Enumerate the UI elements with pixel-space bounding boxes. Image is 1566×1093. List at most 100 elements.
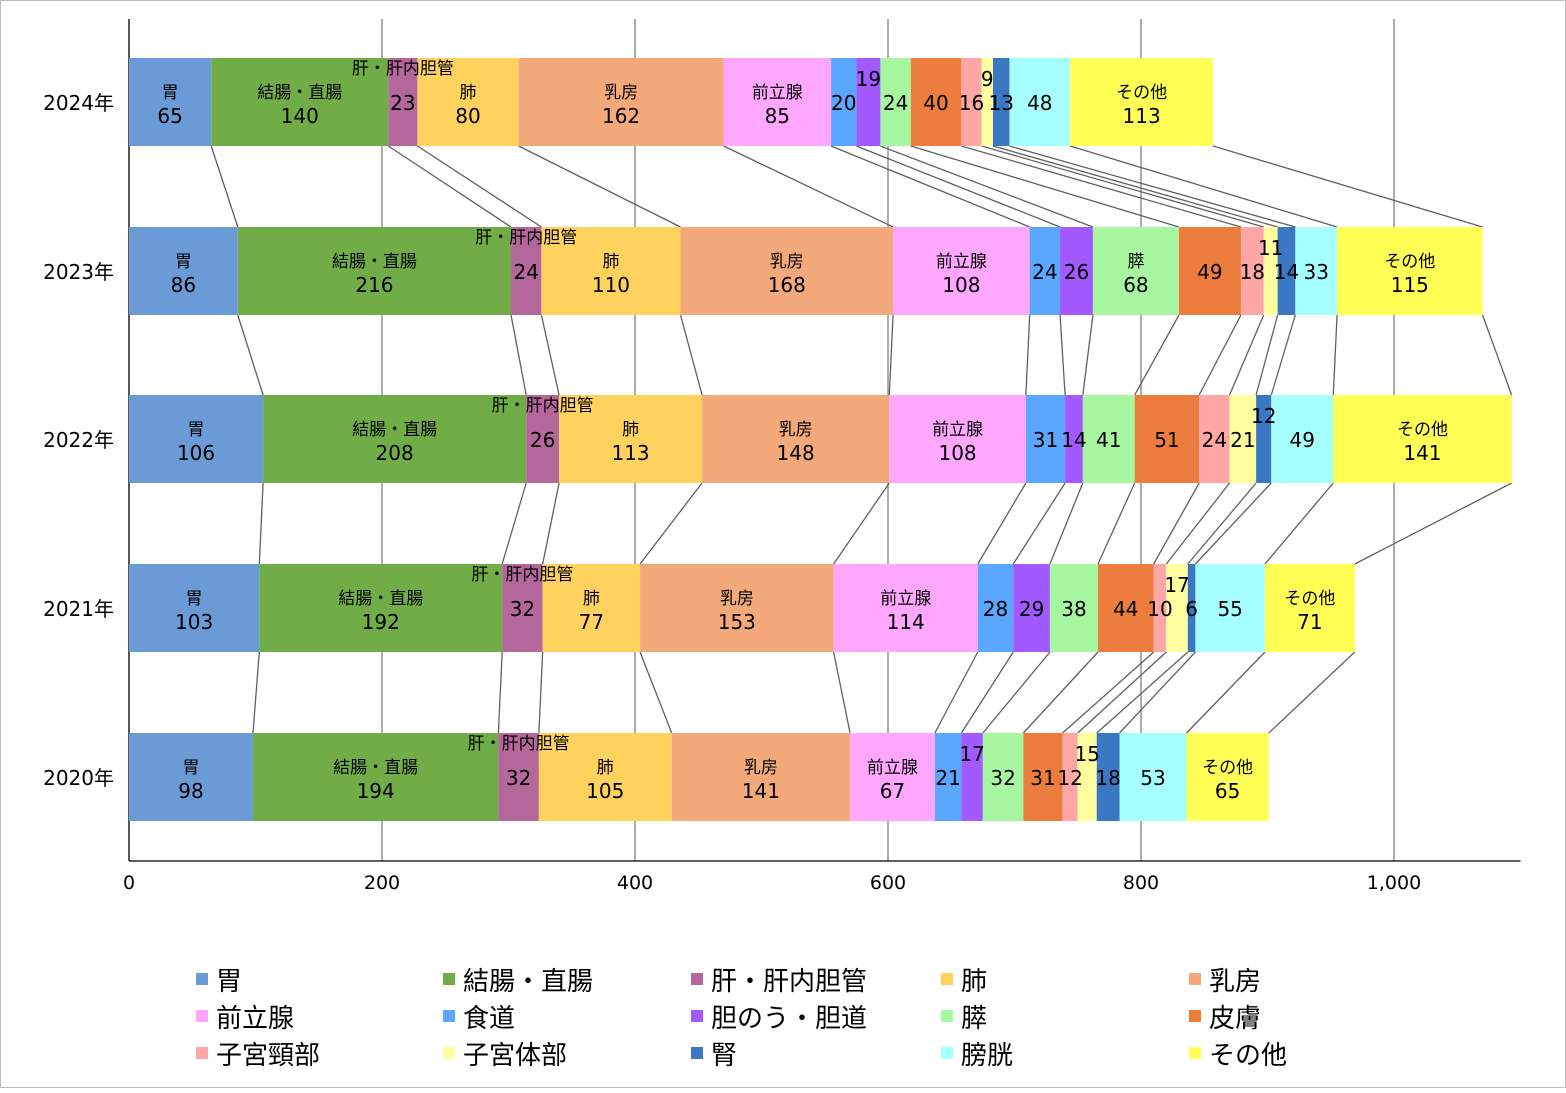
data-label-value: 18 [1095, 766, 1120, 790]
series-line [981, 145, 1264, 228]
data-label-value: 32 [990, 766, 1015, 790]
series-line [639, 651, 673, 734]
series-line [856, 145, 1061, 228]
legend-label: 肝・肝内胆管 [711, 967, 867, 997]
data-label-value: 32 [510, 597, 535, 621]
data-label-value: 17 [959, 742, 984, 766]
series-line [1264, 482, 1334, 565]
series-line [961, 145, 1242, 228]
bar-segment [1263, 227, 1278, 315]
bar-segment [640, 564, 834, 652]
bar-segment [1333, 395, 1512, 483]
legend-swatch [941, 1010, 953, 1022]
series-line [888, 314, 894, 396]
data-label-name: 肝・肝内胆管 [471, 565, 573, 585]
data-label-value: 108 [938, 441, 976, 465]
data-label-value: 28 [983, 597, 1008, 621]
bar-segment [982, 733, 1024, 821]
series-line [1255, 314, 1279, 396]
bar-segment [1013, 564, 1050, 652]
x-tick-label: 1,000 [1367, 872, 1421, 894]
bar-segment [671, 733, 851, 821]
legend-swatch [196, 1010, 208, 1022]
data-label-value: 44 [1113, 597, 1138, 621]
series-line [1069, 145, 1338, 228]
data-label-value: 19 [856, 67, 881, 91]
legend-label: 結腸・直腸 [463, 967, 593, 997]
series-line [1062, 651, 1155, 734]
data-label-name: 前立腺 [932, 420, 983, 440]
series-line [1134, 314, 1180, 396]
bar-segment [1097, 564, 1154, 652]
bar-segment [833, 564, 978, 652]
data-label-value: 153 [718, 610, 756, 634]
data-label-name: 胃 [175, 252, 192, 272]
series-line [387, 145, 512, 228]
data-label-value: 26 [1064, 260, 1089, 284]
data-label-value: 26 [530, 428, 555, 452]
data-label-value: 68 [1123, 273, 1148, 297]
data-label-value: 103 [175, 610, 213, 634]
legend-label: 膀胱 [961, 1041, 1013, 1071]
data-label-value: 21 [935, 766, 960, 790]
bar-segment [129, 227, 238, 315]
series-line [1077, 651, 1167, 734]
data-label-value: 20 [831, 91, 856, 115]
series-line [1119, 651, 1196, 734]
legend-swatch [1189, 973, 1201, 985]
bar-segment [992, 58, 1010, 146]
data-label-value: 12 [1057, 766, 1082, 790]
bar-segment [1166, 564, 1188, 652]
bar-segment [1195, 564, 1265, 652]
bar-segment [1077, 733, 1097, 821]
legend-swatch [691, 1010, 703, 1022]
data-label-name: 乳房 [744, 758, 778, 778]
x-tick-label: 200 [364, 872, 400, 894]
data-label-value: 80 [455, 104, 480, 128]
x-tick-label: 0 [123, 872, 135, 894]
legend-label: 食道 [463, 1004, 515, 1034]
bar-segment [511, 227, 542, 315]
legend-label: 前立腺 [216, 1004, 294, 1034]
data-label-value: 65 [157, 104, 182, 128]
data-label-value: 55 [1217, 597, 1242, 621]
bar-segment [1187, 564, 1196, 652]
data-label-name: 前立腺 [752, 83, 803, 103]
data-label-value: 24 [883, 91, 908, 115]
data-label-value: 6 [1185, 597, 1198, 621]
bar-segment [934, 733, 962, 821]
data-label-value: 106 [177, 441, 215, 465]
data-label-value: 31 [1033, 428, 1058, 452]
legend-label: 胃 [216, 967, 242, 997]
data-label-name: その他 [1284, 589, 1335, 609]
data-label-name: 肝・肝内胆管 [468, 734, 570, 754]
legend-swatch [941, 973, 953, 985]
series-line [1025, 314, 1031, 396]
bar-segment [129, 564, 260, 652]
data-label-name: 乳房 [604, 83, 638, 103]
bar-segment [1186, 733, 1269, 821]
series-line [1332, 314, 1338, 396]
series-line [518, 145, 681, 228]
series-line [210, 145, 239, 228]
legend-swatch [443, 1010, 455, 1022]
series-line [1082, 314, 1094, 396]
bar-segment [1096, 733, 1120, 821]
data-label-name: 結腸・直腸 [332, 252, 417, 272]
legend-label: 皮膚 [1209, 1004, 1261, 1034]
bar-segment [981, 58, 993, 146]
data-label-value: 38 [1061, 597, 1086, 621]
bar-segment [518, 58, 724, 146]
data-label-value: 33 [1303, 260, 1328, 284]
bar-segment [129, 733, 253, 821]
legend-label: 子宮体部 [463, 1041, 567, 1071]
data-label-value: 113 [611, 441, 649, 465]
bar-segment [850, 733, 935, 821]
series-line [1228, 314, 1265, 396]
data-label-value: 12 [1251, 404, 1276, 428]
legend-swatch [196, 973, 208, 985]
bar-segment [502, 564, 543, 652]
bar-segment [856, 58, 881, 146]
data-label-value: 41 [1096, 428, 1121, 452]
bar-segment [1049, 564, 1098, 652]
